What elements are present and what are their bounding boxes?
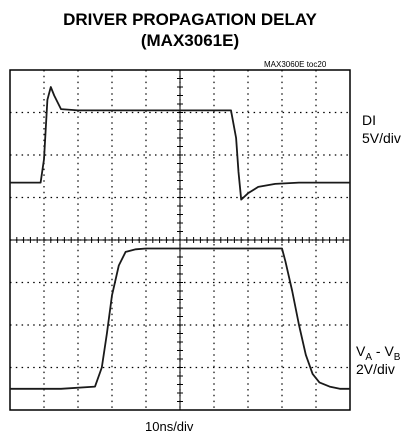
- di-trace: [10, 86, 350, 201]
- vab-label: VA - VB: [356, 343, 400, 366]
- vab-scale-label: 2V/div: [356, 361, 395, 377]
- vab-dash: - V: [372, 343, 394, 359]
- vab-v: V: [356, 343, 366, 359]
- chart-title: DRIVER PROPAGATION DELAY: [63, 10, 317, 29]
- toc-label: MAX3060E toc20: [264, 60, 327, 69]
- di-label: DI: [362, 112, 376, 128]
- chart-subtitle: (MAX3061E): [140, 31, 240, 50]
- x-axis-label: 10ns/div: [145, 419, 194, 434]
- di-scale-label: 5V/div: [362, 130, 401, 146]
- vab-trace: [10, 247, 350, 390]
- vab-sub-a: A: [365, 351, 373, 363]
- vab-sub-b: B: [393, 351, 401, 363]
